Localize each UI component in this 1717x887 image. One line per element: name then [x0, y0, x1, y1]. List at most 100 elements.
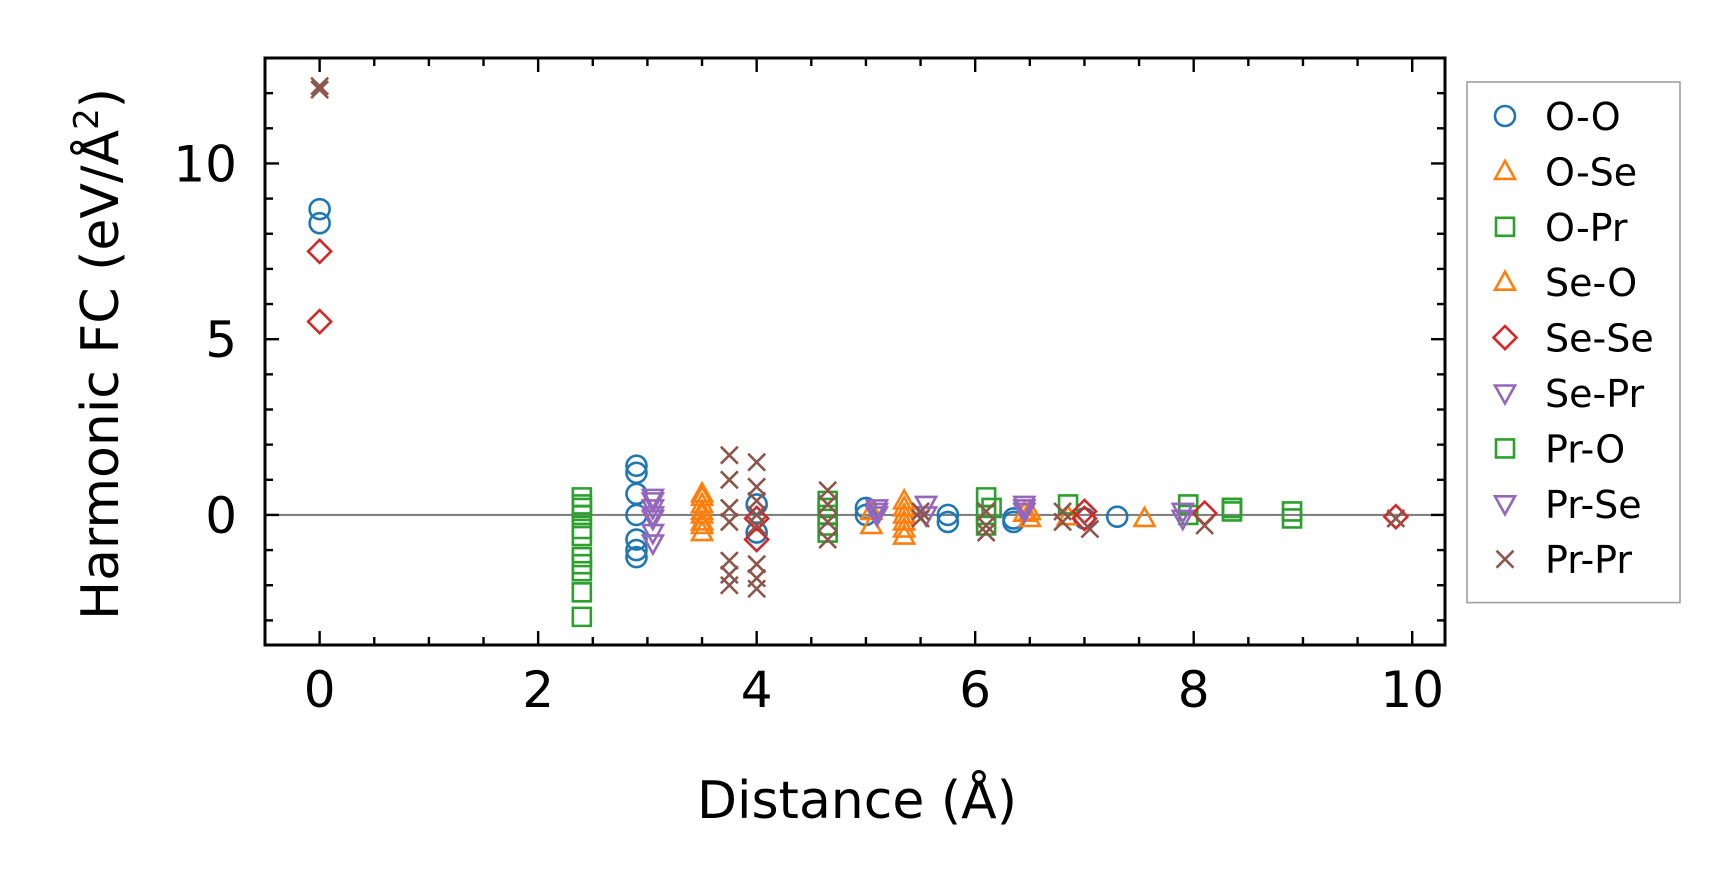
- point-o-se: [1017, 498, 1043, 521]
- legend-box: [1466, 81, 1681, 604]
- point-se-se: [743, 505, 771, 532]
- point-pr-pr: [747, 579, 767, 599]
- legend-marker-pr-o: [1494, 438, 1516, 459]
- series-se-se: [306, 237, 1410, 553]
- point-o-se: [1055, 503, 1081, 526]
- y-tick-label: 10: [173, 135, 237, 193]
- point-pr-o: [571, 553, 593, 575]
- x-tick-label: 8: [1178, 661, 1210, 719]
- point-pr-pr: [747, 491, 767, 511]
- series-pr-se: [640, 492, 1037, 529]
- point-pr-pr: [818, 494, 838, 514]
- point-se-pr: [1170, 502, 1195, 525]
- y-axis-label-close: ): [71, 88, 131, 108]
- legend-marker-pr-se: [1492, 495, 1518, 517]
- legend-marker-o-o: [1493, 104, 1517, 128]
- point-se-pr: [1012, 495, 1037, 518]
- point-pr-pr: [719, 575, 739, 595]
- point-pr-pr: [976, 516, 996, 535]
- point-o-se: [891, 522, 917, 545]
- point-o-pr: [571, 606, 593, 628]
- point-pr-pr: [310, 80, 330, 100]
- point-se-o: [689, 498, 715, 521]
- point-pr-o: [571, 497, 593, 519]
- point-o-o: [625, 454, 648, 478]
- point-o-o: [625, 538, 648, 562]
- point-pr-se: [864, 502, 890, 525]
- legend-label-o-o: O-O: [1545, 95, 1621, 139]
- point-se-o: [891, 508, 917, 531]
- legend-marker-o-pr: [1494, 216, 1516, 238]
- point-se-pr: [640, 499, 666, 522]
- legend-label-se-pr: Se-Pr: [1545, 372, 1644, 416]
- y-tick-label: 5: [205, 311, 237, 369]
- legend-marker-pr-pr: [1495, 549, 1515, 569]
- y-tick-label: 0: [205, 487, 237, 545]
- y-axis-label-exponent: 2: [67, 108, 107, 130]
- x-tick-label: 2: [522, 661, 554, 719]
- x-tick-label: 4: [741, 661, 773, 719]
- point-pr-pr: [1080, 519, 1100, 539]
- point-se-se: [306, 237, 333, 265]
- point-o-se: [689, 508, 715, 531]
- legend-label-pr-se: Pr-Se: [1545, 483, 1642, 527]
- point-se-o: [891, 494, 917, 517]
- point-pr-pr: [310, 76, 330, 96]
- point-se-o: [689, 512, 715, 535]
- point-pr-pr: [976, 502, 996, 521]
- point-se-pr: [913, 495, 939, 518]
- point-pr-pr: [747, 516, 767, 535]
- legend: O-O O-Se O-Pr Se-O Se-Se Se-Pr Pr-O Pr-Se Pr-Pr: [1466, 81, 1681, 604]
- point-pr-o: [1221, 497, 1243, 519]
- point-pr-o: [571, 525, 593, 547]
- x-tick-label: 6: [959, 661, 991, 719]
- point-pr-se: [640, 506, 666, 529]
- point-o-se: [891, 515, 917, 538]
- data-points-group: [306, 76, 1410, 628]
- series-pr-pr: [310, 76, 1406, 599]
- point-o-se: [891, 501, 917, 524]
- point-pr-pr: [719, 512, 739, 532]
- point-pr-se: [1012, 499, 1037, 522]
- series-o-se: [689, 480, 1157, 545]
- legend-marker-se-o: [1492, 269, 1518, 291]
- legend-marker-se-se: [1491, 324, 1519, 351]
- point-se-pr: [640, 488, 666, 511]
- point-pr-pr: [818, 530, 838, 549]
- point-o-o: [1105, 505, 1129, 529]
- point-o-o: [625, 545, 648, 569]
- series-se-pr: [640, 488, 1195, 557]
- legend-label-o-se: O-Se: [1545, 150, 1637, 194]
- point-o-se: [859, 498, 884, 521]
- legend-marker-se-pr: [1492, 384, 1518, 407]
- point-pr-pr: [747, 554, 767, 574]
- legend-label-o-pr: O-Pr: [1545, 206, 1628, 250]
- point-pr-o: [981, 497, 1002, 519]
- x-tick-label: 10: [1380, 661, 1444, 719]
- point-se-se: [1382, 503, 1410, 531]
- legend-label-se-o: Se-O: [1545, 261, 1637, 305]
- plot-frame: [263, 56, 1447, 647]
- point-se-se: [743, 526, 771, 553]
- point-o-se: [689, 519, 715, 542]
- point-o-pr: [1281, 508, 1303, 529]
- point-se-pr: [1012, 502, 1037, 525]
- point-se-se: [306, 308, 333, 335]
- point-pr-pr: [719, 470, 739, 490]
- x-tick-label: 0: [304, 661, 336, 719]
- point-pr-pr: [719, 551, 739, 571]
- legend-label-pr-pr: Pr-Pr: [1545, 538, 1632, 582]
- point-se-pr: [640, 534, 666, 557]
- point-pr-pr: [747, 477, 767, 497]
- point-pr-pr: [1195, 516, 1215, 535]
- point-o-o: [745, 521, 768, 544]
- point-o-se: [1132, 505, 1157, 528]
- point-se-pr: [1170, 509, 1195, 532]
- point-pr-pr: [976, 523, 996, 542]
- legend-label-se-se: Se-Se: [1545, 317, 1654, 361]
- point-o-o: [936, 503, 960, 527]
- point-o-o: [308, 211, 331, 235]
- y-axis-label-main: Harmonic FC (eV/Å: [69, 129, 131, 620]
- point-se-pr: [864, 499, 890, 522]
